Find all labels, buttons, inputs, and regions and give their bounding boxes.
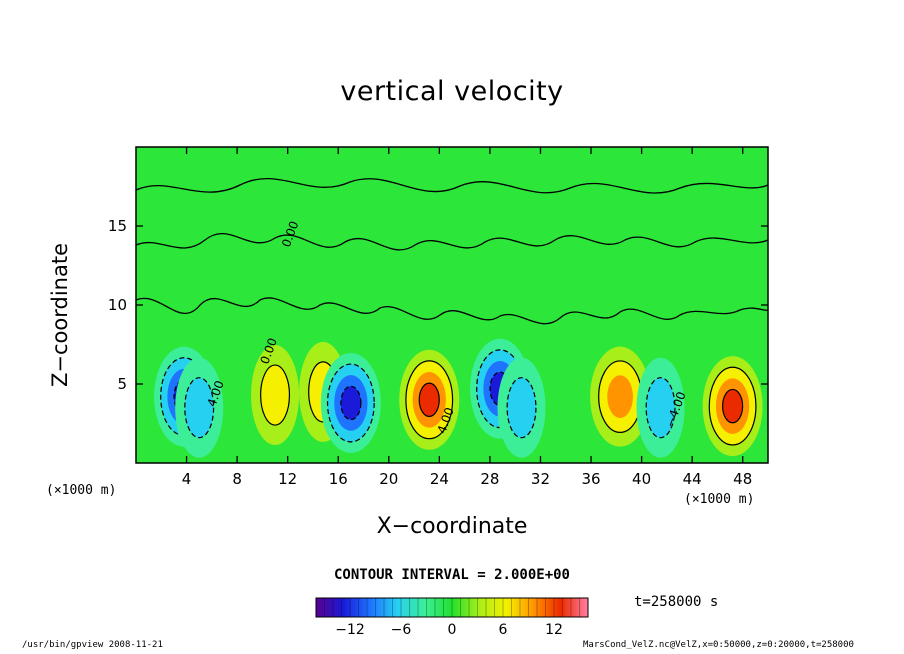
y-tick-label: 15 [108,217,127,235]
contour-interval-label: CONTOUR INTERVAL = 2.000E+00 [333,567,570,583]
x-axis-label: X−coordinate [376,514,528,539]
time-label: t=258000 s [634,594,719,610]
colorbar-ticks: −12 −6 0 6 12 [335,622,563,638]
downdraft-cell-7 [497,357,546,458]
x-tick-label: 28 [480,470,499,488]
velocity-field [154,338,763,458]
colorbar-divisions [324,598,580,617]
footer-command: /usr/bin/gpview 2008-11-21 [22,640,163,650]
cell-level [418,382,440,418]
contour-top-line [136,177,768,194]
y-axis: 5 10 15 [108,217,768,393]
x-tick-label: 40 [632,470,651,488]
downdraft-cell-4 [320,352,381,453]
cell-level [506,377,537,439]
footer-file-info: MarsCond_VelZ.nc@VelZ,x=0:50000,z=0:2000… [583,640,854,650]
contour-zero-line [136,297,768,325]
colorbar-tick-label: −6 [391,622,412,638]
cell-level [340,385,362,421]
colorbar-tick-label: 0 [448,622,457,638]
x-tick-label: 44 [683,470,702,488]
cell-level [184,377,215,439]
colorbar-frame [315,597,589,618]
y-tick-label: 10 [108,296,127,314]
x-tick-label: 20 [379,470,398,488]
colorbar-tick-label: −12 [335,622,365,638]
x-tick-label: 12 [278,470,297,488]
x-tick-label: 8 [232,470,242,488]
y-axis-label: Z−coordinate [48,243,72,387]
x-tick-label: 36 [581,470,600,488]
x-tick-label: 32 [531,470,550,488]
updraft-cell-10 [702,356,763,457]
colorbar-tick-label: 12 [545,622,563,638]
plot-area: 4.004.00 −4.000.000.00 [135,146,769,464]
updraft-cell-2 [251,345,300,446]
colorbar: −12 −6 0 6 12 [315,597,589,638]
x-unit-label-right: (×1000 m) [684,492,755,507]
x-tick-label: 24 [430,470,449,488]
contour-lines [136,177,768,325]
x-unit-label-left: (×1000 m) [46,483,117,498]
cell-level [607,375,633,419]
downdraft-cell-1 [175,357,224,458]
contour-upper-line [136,233,768,251]
cell-level [722,388,744,424]
updraft-cell-5 [399,349,460,450]
chart-title: vertical velocity [340,76,564,107]
x-tick-label: 48 [733,470,752,488]
cell-level [645,377,676,439]
colorbar-tick-label: 6 [499,622,508,638]
y-tick-label: 5 [117,375,127,393]
x-tick-label: 4 [182,470,192,488]
x-axis: 4 8 12 16 20 24 28 32 36 40 44 48 [182,147,752,488]
cell-level [260,364,291,426]
x-tick-label: 16 [329,470,348,488]
downdraft-cell-9 [636,357,685,458]
